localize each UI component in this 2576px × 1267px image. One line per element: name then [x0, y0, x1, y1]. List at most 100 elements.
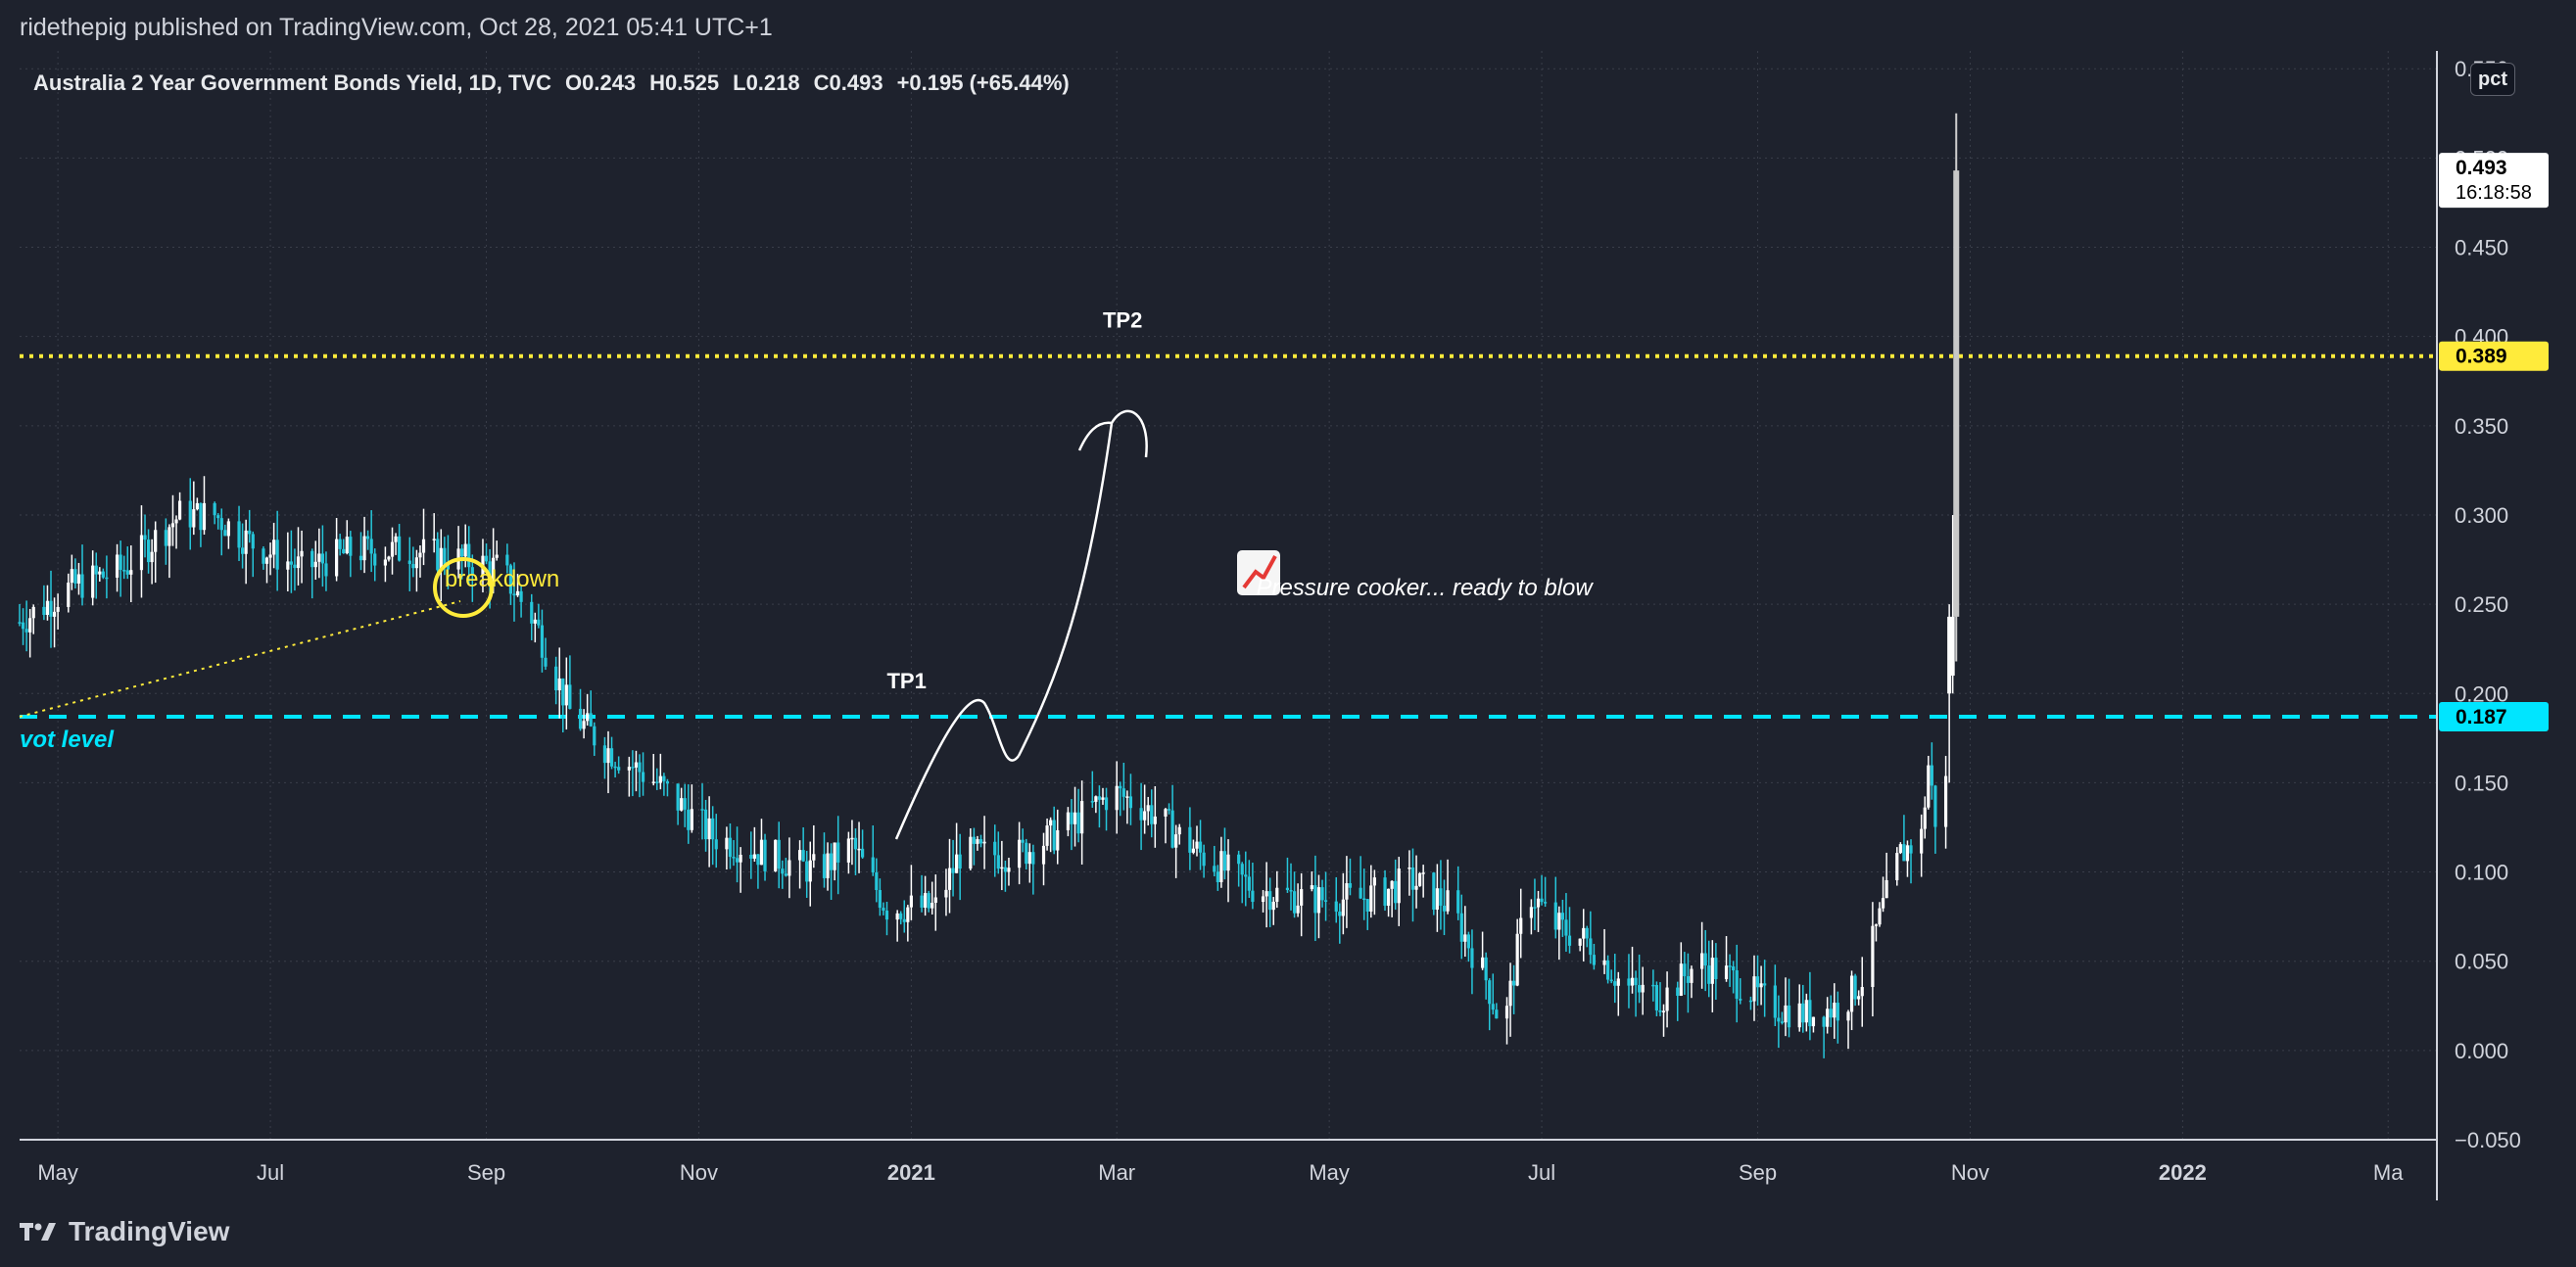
candle-body — [1289, 890, 1293, 892]
candle-body — [1822, 1016, 1826, 1027]
candle-body — [1582, 927, 1586, 939]
candle-body — [1508, 980, 1512, 1007]
candle-body — [982, 841, 986, 844]
annotation-label[interactable]: vot level — [20, 727, 115, 753]
candle-body — [1602, 960, 1606, 965]
candle-body — [366, 536, 370, 540]
candle-body — [1759, 983, 1763, 988]
projection-path-tp2 — [1017, 409, 1148, 757]
candle-body — [1609, 979, 1613, 982]
candle-body — [1372, 877, 1376, 886]
candle-body — [286, 561, 290, 570]
candle-body — [98, 571, 102, 575]
candle-body — [1066, 812, 1071, 830]
candle-body — [561, 678, 565, 706]
candle-body — [1504, 1006, 1509, 1019]
candle-body — [1153, 816, 1157, 824]
candle-body — [537, 619, 541, 626]
candle-body — [1025, 842, 1028, 865]
candle-body — [895, 913, 899, 920]
candle-body — [1606, 960, 1610, 980]
annotation-label[interactable]: Pressure cooker... ready to blow — [1256, 575, 1594, 601]
annotation-label[interactable]: TP1 — [886, 669, 926, 693]
candle-body — [687, 809, 691, 830]
candle-body — [735, 858, 739, 863]
candle-body — [781, 868, 785, 874]
candle-body — [1683, 963, 1687, 977]
candle-body — [703, 809, 708, 840]
candle-body — [955, 854, 959, 873]
candle-body — [1188, 826, 1192, 853]
candle-body — [1787, 1005, 1791, 1028]
candle-body — [1027, 852, 1031, 865]
candle-body — [951, 868, 955, 873]
chart-area[interactable]: breakdown vot level TP1 TP2 Pressure cooker.… — [0, 51, 2576, 1200]
y-tick-label: 0.250 — [2455, 592, 2508, 617]
candle-body — [797, 850, 802, 861]
candle-body — [665, 780, 670, 784]
candle-body — [1902, 844, 1906, 862]
candle-body — [829, 853, 834, 870]
candle-body — [1348, 883, 1353, 888]
candle-body — [1216, 871, 1219, 882]
annotation-layer: breakdown vot level TP1 TP2 Pressure cooker.… — [19, 308, 1594, 840]
candle-body — [1128, 796, 1133, 809]
candle-body — [752, 854, 756, 859]
candle-body — [1466, 934, 1470, 949]
candle-body — [976, 839, 979, 844]
candle-body — [899, 913, 903, 919]
candle-body — [634, 762, 639, 768]
candle-body — [836, 842, 840, 863]
candle-body — [1146, 805, 1150, 812]
candle-body — [557, 678, 561, 691]
candle-body — [606, 748, 610, 764]
candle-body — [177, 500, 182, 520]
candle-body — [1003, 867, 1008, 872]
candle-body — [105, 577, 109, 580]
unit-badge[interactable]: pct — [2470, 63, 2515, 96]
candle-body — [1748, 1000, 1753, 1003]
candle-body — [774, 839, 778, 871]
candle-body — [1031, 852, 1035, 865]
candle-body — [76, 574, 81, 584]
candle-body — [1710, 958, 1714, 984]
last-candle-body — [1953, 170, 1960, 617]
candle-body — [1560, 913, 1564, 920]
candle-body — [310, 550, 314, 568]
candle-body — [944, 889, 948, 898]
candle-body — [544, 657, 548, 667]
candle-body — [80, 574, 84, 598]
tradingview-logo-icon — [20, 1223, 56, 1241]
candle-body — [1679, 963, 1683, 996]
candle-body — [564, 684, 568, 706]
candle-body — [125, 570, 129, 575]
candle-body — [56, 606, 60, 612]
candle-body — [993, 841, 997, 856]
chart-svg[interactable]: breakdown vot level TP1 TP2 Pressure cooker.… — [0, 51, 2576, 1200]
candle-body — [1097, 796, 1102, 800]
candle-body — [1909, 845, 1913, 854]
candle-body — [216, 515, 220, 519]
candle-body — [1533, 907, 1537, 909]
legend-change: +0.195 (+65.44%) — [896, 70, 1070, 95]
candle-body — [1296, 905, 1300, 914]
candle-body — [170, 523, 175, 528]
candle-body — [387, 556, 391, 560]
candle-body — [631, 767, 635, 769]
candle-body — [1285, 887, 1290, 891]
trendline-dotted — [19, 600, 461, 718]
candle-body — [1407, 867, 1411, 869]
candle-body — [801, 850, 805, 862]
candle-body — [1070, 812, 1073, 824]
annotation-label[interactable]: TP2 — [1103, 308, 1142, 333]
candle-body — [1630, 977, 1635, 986]
candle-body — [578, 708, 583, 729]
candle-body — [115, 554, 119, 578]
candle-body — [882, 908, 885, 912]
candle-body — [602, 745, 607, 764]
y-tick-label: 0.000 — [2455, 1039, 2508, 1063]
annotation-label[interactable]: breakdown — [445, 566, 559, 592]
candle-body — [188, 500, 192, 528]
candle-body — [1703, 953, 1707, 966]
chart-up-emoji-icon — [1237, 550, 1280, 595]
